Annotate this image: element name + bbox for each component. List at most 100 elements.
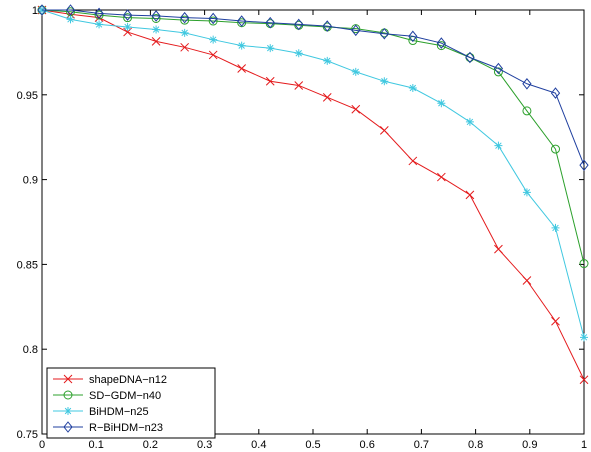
legend-label: R−BiHDM−n23 bbox=[89, 422, 163, 434]
data-point bbox=[522, 276, 532, 285]
legend-item: R−BiHDM−n23 bbox=[53, 421, 163, 434]
data-point bbox=[493, 67, 503, 77]
legend-marker bbox=[63, 374, 73, 384]
y-tick-label: 1 bbox=[32, 5, 38, 17]
plot-area bbox=[41, 9, 585, 435]
data-point bbox=[579, 375, 589, 385]
data-point bbox=[95, 20, 104, 29]
data-point bbox=[152, 25, 161, 34]
data-point bbox=[351, 104, 361, 114]
data-point bbox=[123, 13, 133, 23]
legend-label: shapeDNA−n12 bbox=[89, 374, 167, 386]
data-point bbox=[208, 16, 218, 26]
legend-marker bbox=[63, 421, 73, 433]
x-tick-label: 0.4 bbox=[251, 439, 266, 451]
data-point bbox=[465, 190, 475, 200]
x-tick-label: 1 bbox=[581, 439, 587, 451]
data-point bbox=[208, 12, 218, 25]
data-point bbox=[408, 156, 418, 166]
data-point bbox=[322, 20, 332, 32]
data-point bbox=[551, 223, 560, 232]
legend-item: shapeDNA−n12 bbox=[53, 374, 167, 386]
data-point bbox=[493, 62, 504, 75]
x-tick-label: 0 bbox=[39, 439, 45, 451]
data-point bbox=[209, 35, 218, 44]
data-point bbox=[408, 84, 417, 93]
data-point bbox=[180, 42, 190, 52]
data-point bbox=[237, 64, 247, 73]
data-point bbox=[94, 7, 104, 20]
data-point bbox=[323, 56, 332, 65]
data-point bbox=[180, 15, 190, 25]
x-tick-label: 0.3 bbox=[197, 439, 212, 451]
data-point bbox=[494, 244, 503, 254]
data-point bbox=[351, 67, 360, 76]
data-point bbox=[266, 44, 275, 53]
y-tick-label: 0.9 bbox=[23, 175, 38, 187]
data-point bbox=[151, 37, 161, 46]
data-point bbox=[180, 11, 190, 24]
x-tick-label: 0.6 bbox=[360, 439, 375, 451]
y-tick-label: 0.75 bbox=[17, 429, 38, 441]
x-tick-label: 0.5 bbox=[305, 439, 320, 451]
legend-item: SD−GDM−n40 bbox=[53, 390, 161, 402]
data-point bbox=[522, 188, 531, 197]
data-point bbox=[437, 99, 446, 108]
legend-box bbox=[46, 367, 216, 439]
series-3 bbox=[38, 6, 588, 342]
data-point bbox=[180, 28, 189, 37]
data-point bbox=[322, 92, 332, 102]
legend: shapeDNA−n12 SD−GDM−n40 BiHDM−n25 R−BiHDM−n… bbox=[46, 367, 216, 439]
data-point bbox=[151, 10, 161, 22]
data-point bbox=[66, 15, 75, 24]
data-point bbox=[37, 4, 47, 16]
data-point bbox=[379, 126, 389, 135]
data-point bbox=[65, 4, 76, 16]
data-point bbox=[579, 159, 589, 171]
series-line bbox=[42, 9, 585, 166]
data-point bbox=[265, 76, 275, 86]
legend-item: BiHDM−n25 bbox=[53, 406, 149, 418]
y-tick-label: 0.8 bbox=[23, 344, 38, 356]
x-tick-label: 0.1 bbox=[89, 439, 104, 451]
data-point bbox=[265, 16, 275, 29]
legend-marker bbox=[64, 407, 72, 415]
data-point bbox=[379, 27, 389, 40]
data-point bbox=[494, 141, 503, 150]
series-line bbox=[41, 9, 585, 264]
y-tick-label: 0.85 bbox=[17, 259, 38, 271]
series-1 bbox=[37, 5, 589, 385]
x-tick-label: 0.8 bbox=[468, 439, 483, 451]
data-point bbox=[551, 316, 560, 326]
y-axis: 0.75 0.8 0.85 0.9 0.95 1 bbox=[17, 5, 584, 441]
data-point bbox=[237, 41, 246, 50]
data-point bbox=[351, 24, 361, 37]
legend-marker bbox=[63, 390, 73, 400]
data-point bbox=[380, 77, 389, 86]
data-point bbox=[408, 30, 418, 43]
legend-label: BiHDM−n25 bbox=[89, 406, 149, 418]
data-point bbox=[151, 13, 161, 23]
data-point bbox=[436, 37, 446, 49]
data-point bbox=[294, 81, 304, 90]
x-tick-label: 0.2 bbox=[143, 439, 158, 451]
x-axis: 0 0.1 0.2 0.3 0.4 0.5 0.6 0.7 0.8 0.9 1 bbox=[39, 10, 587, 451]
data-point bbox=[123, 22, 132, 31]
series-line bbox=[41, 9, 585, 338]
y-tick-label: 0.95 bbox=[17, 90, 38, 102]
x-tick-label: 0.7 bbox=[414, 439, 429, 451]
data-point bbox=[294, 18, 304, 31]
data-point bbox=[122, 9, 133, 21]
data-point bbox=[294, 49, 303, 58]
data-point bbox=[550, 144, 560, 154]
data-point bbox=[208, 50, 218, 60]
data-point bbox=[580, 333, 588, 342]
data-point bbox=[465, 51, 475, 64]
data-point bbox=[465, 117, 474, 126]
data-point bbox=[522, 106, 532, 116]
series-line bbox=[41, 9, 585, 380]
series-4 bbox=[37, 4, 589, 171]
data-point bbox=[436, 172, 446, 182]
data-point bbox=[579, 259, 589, 269]
